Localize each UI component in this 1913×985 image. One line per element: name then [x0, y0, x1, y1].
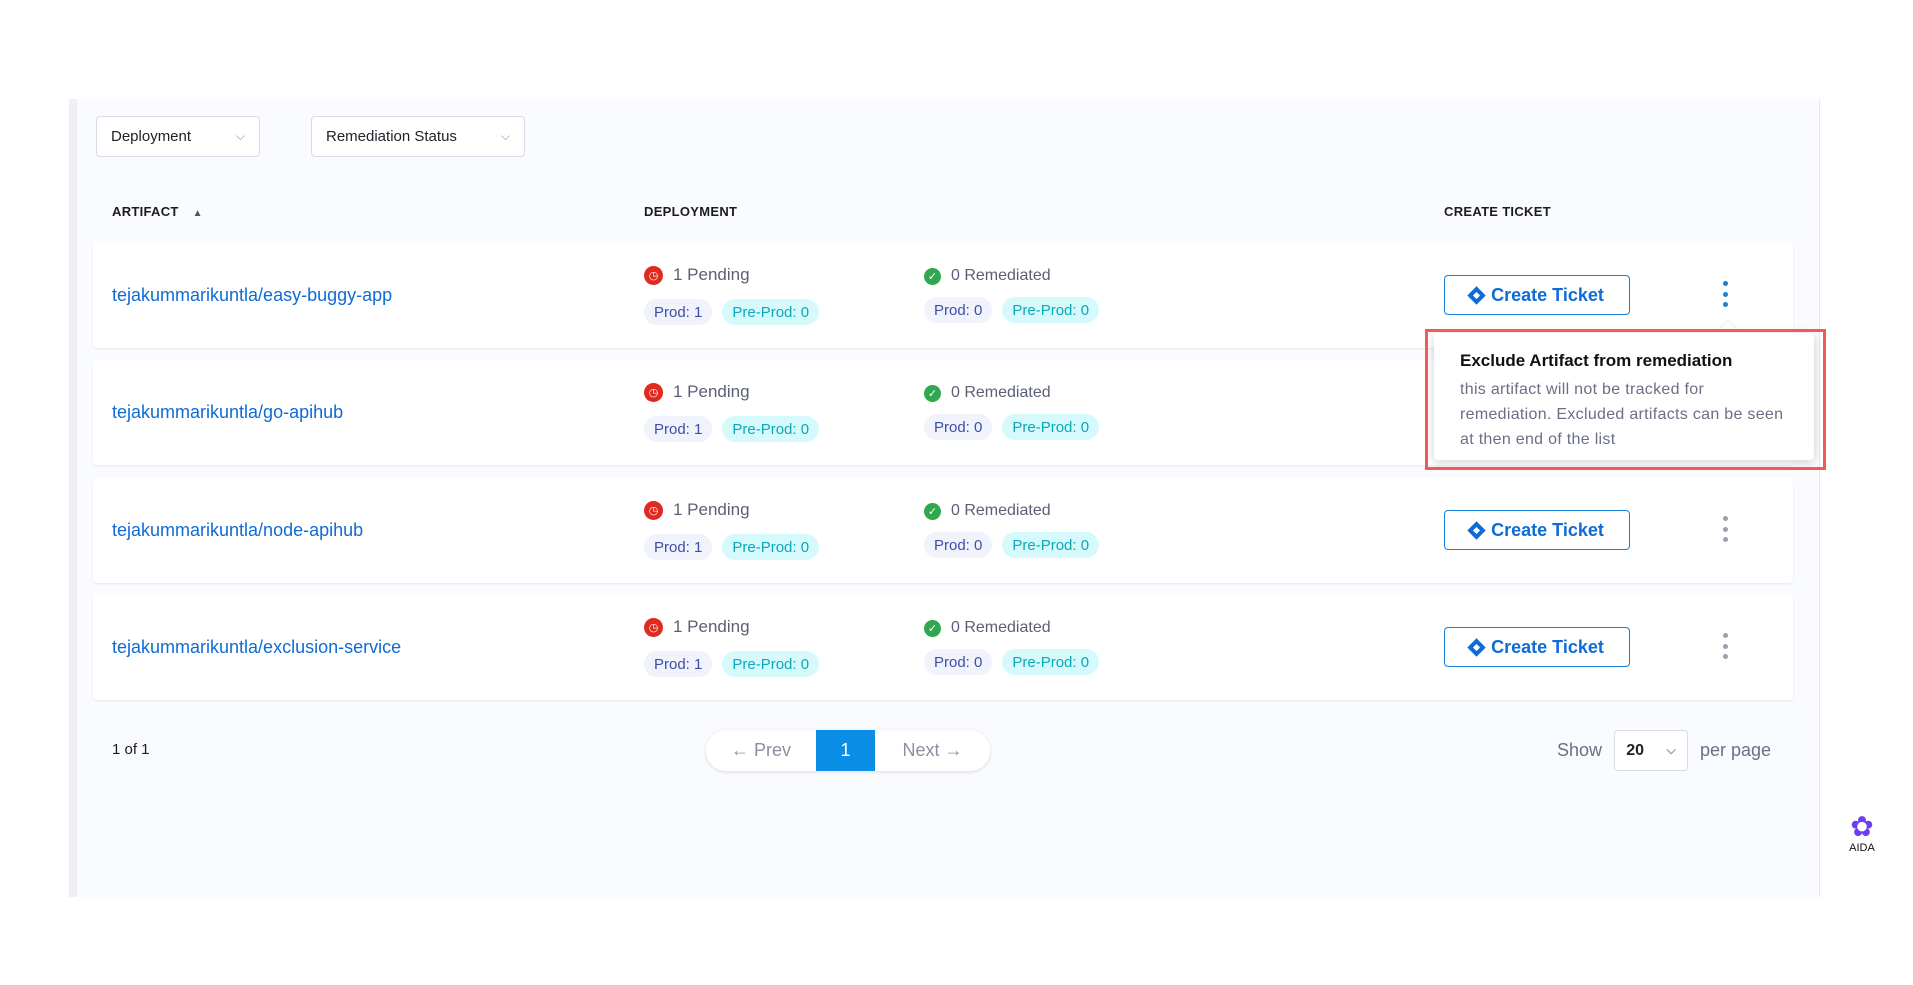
remediation-status-filter-label: Remediation Status — [326, 128, 457, 145]
artifact-link[interactable]: tejakummarikuntla/go-apihub — [112, 402, 344, 422]
pending-clock-icon: ◷ — [644, 617, 663, 637]
tooltip-title: Exclude Artifact from remediation — [1460, 351, 1733, 370]
pending-count: 1 Pending — [673, 500, 750, 519]
remediated-status: ✓ 0 Remediated — [924, 502, 1051, 520]
pending-tags: Prod: 1 Pre-Prod: 0 — [644, 299, 820, 325]
aida-logo-icon: ✿ — [1850, 811, 1874, 842]
jira-diamond-icon — [1467, 520, 1486, 540]
artifact-link[interactable]: tejakummarikuntla/easy-buggy-app — [112, 285, 393, 305]
create-ticket-label: Create Ticket — [1491, 519, 1604, 540]
more-options-icon[interactable] — [1720, 516, 1730, 542]
per-page-select[interactable]: 20 ⌵ — [1614, 730, 1688, 771]
deployment-filter-label: Deployment — [111, 128, 192, 145]
create-ticket-button[interactable]: Create Ticket — [1444, 627, 1630, 667]
pending-preprod-tag: Pre-Prod: 0 — [722, 534, 820, 560]
pending-tags: Prod: 1 Pre-Prod: 0 — [644, 651, 820, 677]
pending-prod-tag: Prod: 1 — [644, 534, 713, 560]
prev-button[interactable]: ← Prev — [730, 740, 791, 760]
check-circle-icon: ✓ — [924, 502, 941, 520]
pending-preprod-tag: Pre-Prod: 0 — [722, 299, 820, 325]
column-header-artifact[interactable]: ARTIFACT ▲ — [112, 204, 203, 219]
create-ticket-label: Create Ticket — [1491, 284, 1604, 305]
pending-preprod-tag: Pre-Prod: 0 — [722, 416, 820, 442]
remediated-count: 0 Remediated — [951, 502, 1051, 519]
jira-diamond-icon — [1467, 285, 1486, 305]
remediated-preprod-tag: Pre-Prod: 0 — [1002, 297, 1100, 323]
chevron-down-icon: ⌵ — [235, 129, 245, 143]
pending-tags: Prod: 1 Pre-Prod: 0 — [644, 534, 820, 560]
create-ticket-button[interactable]: Create Ticket — [1444, 510, 1630, 550]
pending-status: ◷ 1 Pending — [644, 500, 750, 520]
remediation-status-filter[interactable]: Remediation Status ⌵ — [311, 116, 525, 157]
artifact-header-label: ARTIFACT — [112, 204, 179, 219]
next-button[interactable]: Next → — [902, 740, 963, 760]
remediated-preprod-tag: Pre-Prod: 0 — [1002, 414, 1100, 440]
aida-label: AIDA — [1849, 842, 1875, 854]
check-circle-icon: ✓ — [924, 619, 941, 637]
pending-prod-tag: Prod: 1 — [644, 651, 713, 677]
remediated-count: 0 Remediated — [951, 267, 1051, 284]
remediated-prod-tag: Prod: 0 — [924, 649, 993, 675]
highlight-box — [1425, 329, 1826, 470]
remediated-tags: Prod: 0 Pre-Prod: 0 — [924, 532, 1100, 558]
remediated-tags: Prod: 0 Pre-Prod: 0 — [924, 414, 1100, 440]
pending-status: ◷ 1 Pending — [644, 265, 750, 285]
more-options-icon[interactable] — [1720, 633, 1730, 659]
pending-prod-tag: Prod: 1 — [644, 416, 713, 442]
pagination: ← Prev 1 Next → — [706, 730, 990, 771]
check-circle-icon: ✓ — [924, 384, 941, 402]
create-ticket-button[interactable]: Create Ticket — [1444, 275, 1630, 315]
remediated-tags: Prod: 0 Pre-Prod: 0 — [924, 297, 1100, 323]
remediated-prod-tag: Prod: 0 — [924, 414, 993, 440]
more-options-icon[interactable] — [1720, 281, 1730, 307]
show-label: Show — [1557, 740, 1603, 760]
chevron-down-icon: ⌵ — [1666, 743, 1676, 757]
remediated-status: ✓ 0 Remediated — [924, 384, 1051, 402]
per-page-value: 20 — [1626, 741, 1645, 759]
pending-prod-tag: Prod: 1 — [644, 299, 713, 325]
deployment-filter[interactable]: Deployment ⌵ — [96, 116, 260, 157]
pending-count: 1 Pending — [673, 265, 750, 284]
pending-clock-icon: ◷ — [644, 382, 663, 402]
remediated-prod-tag: Prod: 0 — [924, 532, 993, 558]
artifact-link[interactable]: tejakummarikuntla/node-apihub — [112, 520, 364, 540]
remediated-prod-tag: Prod: 0 — [924, 297, 993, 323]
per-page-label: per page — [1700, 740, 1772, 760]
remediated-status: ✓ 0 Remediated — [924, 267, 1051, 285]
tooltip-body: this artifact will not be tracked for re… — [1460, 381, 1784, 448]
remediated-count: 0 Remediated — [951, 619, 1051, 636]
table-row: tejakummarikuntla/node-apihub ◷ 1 Pending… — [93, 478, 1793, 583]
column-header-deployment: DEPLOYMENT — [644, 204, 738, 219]
exclude-artifact-tooltip[interactable]: Exclude Artifact from remediation this a… — [1434, 333, 1814, 460]
pending-status: ◷ 1 Pending — [644, 382, 750, 402]
column-header-create-ticket: CREATE TICKET — [1444, 204, 1551, 219]
check-circle-icon: ✓ — [924, 267, 941, 285]
jira-diamond-icon — [1467, 637, 1486, 657]
artifact-link[interactable]: tejakummarikuntla/exclusion-service — [112, 637, 402, 657]
pending-status: ◷ 1 Pending — [644, 617, 750, 637]
remediated-preprod-tag: Pre-Prod: 0 — [1002, 649, 1100, 675]
aida-button[interactable]: ✿ AIDA — [1843, 811, 1881, 855]
pending-preprod-tag: Pre-Prod: 0 — [722, 651, 820, 677]
table-row: tejakummarikuntla/exclusion-service ◷ 1 P… — [93, 595, 1793, 700]
sort-asc-icon[interactable]: ▲ — [192, 208, 203, 219]
remediated-count: 0 Remediated — [951, 384, 1051, 401]
page-summary: 1 of 1 — [112, 741, 150, 758]
remediated-status: ✓ 0 Remediated — [924, 619, 1051, 637]
page-1-button[interactable]: 1 — [816, 730, 875, 771]
remediated-tags: Prod: 0 Pre-Prod: 0 — [924, 649, 1100, 675]
pending-count: 1 Pending — [673, 382, 750, 401]
pending-clock-icon: ◷ — [644, 265, 663, 285]
create-ticket-label: Create Ticket — [1491, 636, 1604, 657]
remediated-preprod-tag: Pre-Prod: 0 — [1002, 532, 1100, 558]
pending-tags: Prod: 1 Pre-Prod: 0 — [644, 416, 820, 442]
pending-count: 1 Pending — [673, 617, 750, 636]
pending-clock-icon: ◷ — [644, 500, 663, 520]
chevron-down-icon: ⌵ — [500, 129, 510, 143]
